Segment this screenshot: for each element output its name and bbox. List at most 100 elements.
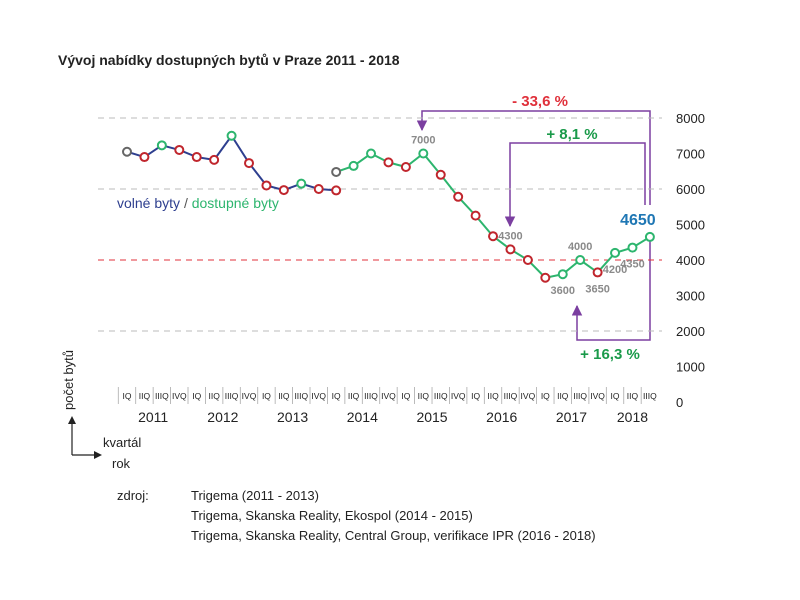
x-tick-label: IIQ: [627, 391, 639, 401]
x-tick-label: IIIQ: [573, 391, 587, 401]
x-axis-label: kvartál: [103, 435, 141, 450]
point-marker: [244, 158, 255, 169]
point-marker: [174, 144, 185, 155]
x-tick-label: IIIQ: [294, 391, 308, 401]
point-marker: [435, 169, 446, 180]
x-tick-label: IIIQ: [434, 391, 448, 401]
year-label: 2015: [416, 409, 447, 425]
point-marker: [592, 267, 603, 278]
y-tick-label: 3000: [676, 289, 705, 304]
point-marker: [644, 231, 655, 242]
x-tick-label: IIQ: [487, 391, 499, 401]
point-marker: [453, 191, 464, 202]
year-label: 2017: [556, 409, 587, 425]
x-tick-label: IIQ: [139, 391, 151, 401]
year-label: 2014: [347, 409, 378, 425]
annotation: + 16,3 %: [580, 346, 640, 363]
year-label: 2013: [277, 409, 308, 425]
point-marker: [191, 152, 202, 163]
x-tick-label: IIQ: [418, 391, 430, 401]
x-tick-label: IVQ: [242, 391, 257, 401]
y-tick-label: 8000: [676, 111, 705, 126]
x-tick-label: IIQ: [278, 391, 290, 401]
x-tick-label: IQ: [611, 391, 620, 401]
legend: volné byty / dostupné byty: [117, 195, 279, 211]
source-label: zdroj:: [117, 488, 149, 503]
x-tick-label: IIIQ: [225, 391, 239, 401]
y-tick-label: 6000: [676, 182, 705, 197]
chart-title: Vývoj nabídky dostupných bytů v Praze 20…: [58, 52, 400, 68]
point-marker: [278, 185, 289, 196]
x-tick-label: IQ: [192, 391, 201, 401]
value-label: 4650: [620, 212, 656, 229]
annotation: - 33,6 %: [512, 93, 568, 110]
axis-arrows: [71, 420, 98, 456]
point-marker: [122, 146, 132, 157]
year-label: 2016: [486, 409, 517, 425]
x-tick-label: IIQ: [208, 391, 220, 401]
point-marker: [296, 178, 307, 189]
legend-entry: dostupné byty: [192, 195, 279, 211]
x-tick-label: IVQ: [451, 391, 466, 401]
point-marker: [209, 154, 220, 165]
source-line: Trigema, Skanska Reality, Ekospol (2014 …: [191, 508, 473, 523]
point-marker: [488, 231, 499, 242]
y-tick-label: 7000: [676, 147, 705, 162]
x-tick-label: IQ: [541, 391, 550, 401]
point-marker: [226, 130, 237, 141]
x-tick-label: IVQ: [521, 391, 536, 401]
value-label: 4200: [603, 264, 627, 276]
value-label: 4300: [498, 230, 522, 242]
x-tick-label: IVQ: [172, 391, 187, 401]
point-marker: [540, 272, 551, 283]
source-line: Trigema, Skanska Reality, Central Group,…: [191, 528, 596, 543]
point-marker: [331, 166, 342, 177]
x-tick-label: IIQ: [348, 391, 360, 401]
point-marker: [383, 157, 394, 168]
source-line: Trigema (2011 - 2013): [191, 488, 319, 503]
y-tick-label: 4000: [676, 253, 705, 268]
value-label: 7000: [411, 135, 435, 147]
x-tick-label: IQ: [471, 391, 480, 401]
brackets: [416, 110, 651, 341]
y-tick-label: 1000: [676, 360, 705, 375]
point-marker: [557, 269, 568, 280]
x-axis-label-2: rok: [112, 456, 131, 471]
point-marker: [313, 184, 324, 194]
point-marker: [261, 180, 272, 191]
year-label: 2018: [617, 409, 648, 425]
y-axis-label: počet bytů: [61, 350, 76, 410]
x-tick-label: IVQ: [590, 391, 605, 401]
point-marker: [366, 148, 377, 159]
point-marker: [470, 210, 481, 221]
legend-entry: /: [184, 195, 188, 211]
x-tick-label: IQ: [401, 391, 410, 401]
x-tick-label: IQ: [123, 391, 132, 401]
point-marker: [505, 244, 516, 255]
point-marker: [610, 247, 621, 258]
value-label: 3650: [585, 283, 609, 295]
bracket: [416, 110, 651, 205]
point-marker: [522, 255, 533, 265]
point-marker: [627, 242, 638, 253]
bracket: [571, 240, 651, 341]
x-tick-label: IQ: [262, 391, 271, 401]
x-tick-label: IVQ: [311, 391, 326, 401]
x-tick-label: IIIQ: [155, 391, 169, 401]
arrow-heads: [68, 416, 102, 459]
value-label: 4000: [568, 241, 592, 253]
point-marker: [418, 148, 429, 159]
bracket: [504, 142, 646, 228]
source: Trigema (2011 - 2013) Trigema, Skanska Re…: [191, 488, 596, 543]
legend-entry: volné byty: [117, 195, 180, 211]
point-marker: [156, 140, 167, 151]
x-tick-label: IVQ: [381, 391, 396, 401]
point-marker: [348, 160, 359, 171]
year-label: 2012: [207, 409, 238, 425]
y-tick-label: 5000: [676, 218, 705, 233]
year-label: 2011: [138, 409, 168, 425]
x-tick-label: IIIQ: [364, 391, 378, 401]
annotation: + 8,1 %: [546, 126, 597, 143]
y-tick-label: 0: [676, 395, 683, 410]
